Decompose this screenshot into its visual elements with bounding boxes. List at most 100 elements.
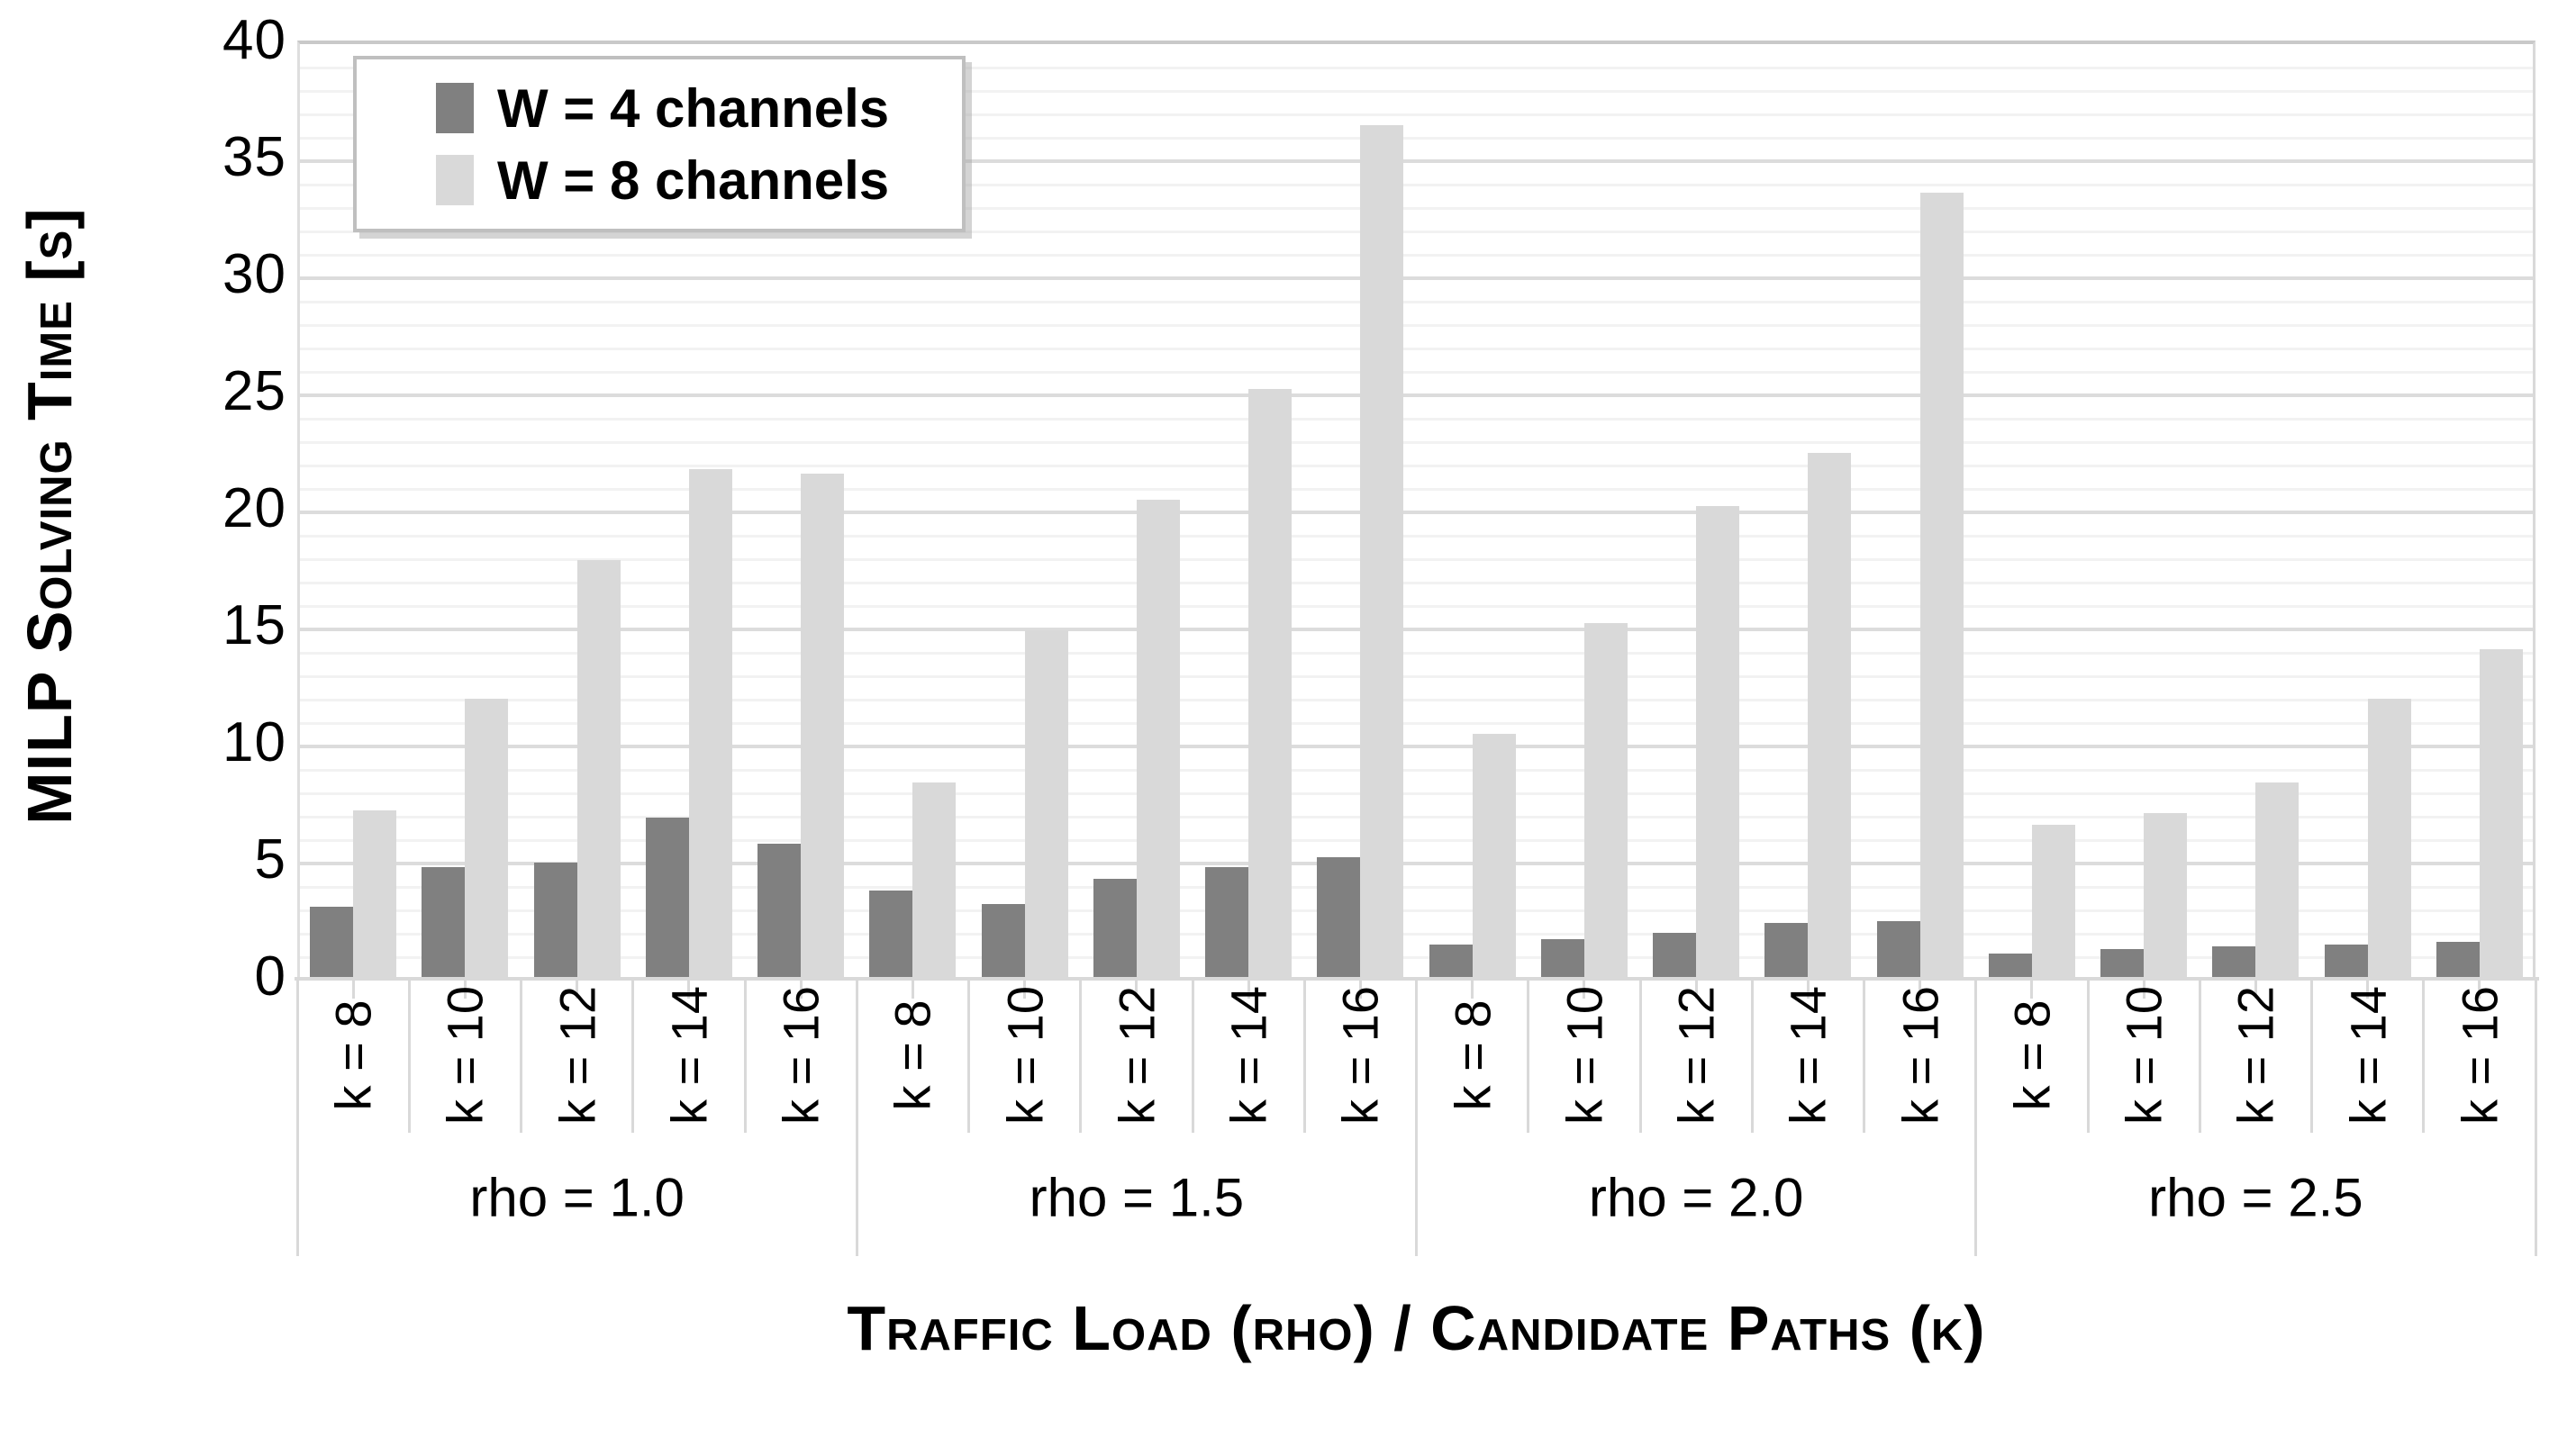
- w4-series-swatch-icon: [436, 83, 474, 133]
- slot-tick: [1247, 977, 1250, 999]
- group-label-rho: rho = 2.0: [1588, 1167, 1804, 1228]
- slot-tick: [2142, 977, 2145, 999]
- bar-w4-rho=2.0-k=10: [1540, 939, 1584, 977]
- bar-w4-rho=1.5-k=16: [1317, 857, 1361, 977]
- gridline-minor: [300, 816, 2533, 818]
- bar-w4-rho=1.0-k=8: [310, 907, 354, 977]
- gridline-minor: [300, 371, 2533, 374]
- x-tick-label-k: k = 8: [884, 999, 941, 1111]
- x-tick-label-k: k = 16: [1331, 985, 1389, 1126]
- bar-w8-rho=2.0-k=14: [1808, 452, 1852, 977]
- y-tick-label: 0: [254, 945, 286, 1008]
- gridline-minor: [300, 488, 2533, 491]
- gridline-major: [300, 862, 2533, 865]
- bar-w4-rho=2.0-k=12: [1653, 932, 1697, 977]
- gridline-minor: [300, 535, 2533, 538]
- x-tick-label-k: k = 12: [2227, 985, 2284, 1126]
- x-tick-label-k: k = 10: [996, 985, 1054, 1126]
- k-separator-line: [1302, 977, 1306, 1133]
- y-tick-label: 25: [222, 360, 286, 422]
- gridline-minor: [300, 792, 2533, 795]
- gridline-minor: [300, 348, 2533, 350]
- gridline-minor: [300, 886, 2533, 889]
- bar-w8-rho=2.5-k=12: [2255, 782, 2300, 977]
- gridline-minor: [300, 207, 2533, 210]
- bar-w8-rho=2.5-k=10: [2144, 813, 2188, 977]
- x-tick-label-k: k = 12: [1108, 985, 1166, 1126]
- k-separator-line: [2086, 977, 2090, 1133]
- slot-tick: [799, 977, 803, 999]
- legend-item: W = 8 channels: [436, 149, 962, 212]
- bar-w8-rho=2.5-k=14: [2367, 698, 2411, 977]
- bar-w4-rho=1.0-k=14: [645, 818, 689, 977]
- legend-label: W = 4 channels: [497, 77, 890, 139]
- y-tick-label: 10: [222, 711, 286, 773]
- bar-w8-rho=2.0-k=12: [1696, 506, 1740, 977]
- slot-tick: [1806, 977, 1810, 999]
- group-label-rho: rho = 1.5: [1029, 1167, 1245, 1228]
- slot-tick: [2254, 977, 2257, 999]
- plot-area: [297, 41, 2535, 977]
- bar-w8-rho=1.5-k=12: [1136, 499, 1180, 977]
- gridline-minor: [300, 441, 2533, 444]
- slot-tick: [1471, 977, 1474, 999]
- bar-w8-rho=1.0-k=16: [801, 474, 845, 977]
- y-tick-label: 35: [222, 126, 286, 188]
- w8-series-swatch-icon: [436, 155, 474, 205]
- gridline-major: [300, 745, 2533, 748]
- gridline-major: [300, 276, 2533, 280]
- x-tick-label-k: k = 16: [772, 985, 830, 1126]
- gridline-minor: [300, 90, 2533, 93]
- bar-w4-rho=2.5-k=10: [2100, 948, 2145, 977]
- slot-tick: [1135, 977, 1138, 999]
- k-separator-line: [631, 977, 635, 1133]
- slot-tick: [1583, 977, 1586, 999]
- gridline-minor: [300, 956, 2533, 959]
- x-tick-label-k: k = 14: [2339, 985, 2397, 1126]
- gridline-minor: [300, 558, 2533, 561]
- slot-tick: [2366, 977, 2370, 999]
- legend-label: W = 8 channels: [497, 149, 890, 211]
- k-separator-line: [1750, 977, 1754, 1133]
- y-tick-label: 40: [222, 9, 286, 71]
- x-tick-label-k: k = 14: [1220, 985, 1277, 1126]
- bar-w8-rho=2.5-k=8: [2031, 825, 2075, 977]
- bar-w4-rho=2.0-k=16: [1876, 920, 1920, 977]
- slot-tick: [1023, 977, 1027, 999]
- x-tick-label-k: k = 10: [1556, 985, 1613, 1126]
- gridline-minor: [300, 933, 2533, 936]
- x-tick-label-k: k = 12: [549, 985, 606, 1126]
- gridline-minor: [300, 301, 2533, 303]
- group-label-rho: rho = 2.5: [2148, 1167, 2363, 1228]
- legend: W = 4 channels W = 8 channels: [353, 56, 966, 232]
- bar-w4-rho=1.5-k=12: [1093, 878, 1137, 977]
- bar-w8-rho=1.5-k=16: [1360, 124, 1404, 977]
- gridline-major: [300, 393, 2533, 397]
- k-separator-line: [1191, 977, 1194, 1133]
- legend-item: W = 4 channels: [436, 77, 962, 140]
- slot-tick: [576, 977, 579, 999]
- gridline-minor: [300, 722, 2533, 725]
- group-separator-line: [1415, 977, 1418, 1256]
- k-separator-line: [967, 977, 970, 1133]
- y-tick-label: 15: [222, 594, 286, 656]
- bar-w4-rho=1.0-k=16: [757, 843, 802, 977]
- slot-tick: [687, 977, 691, 999]
- bar-w4-rho=1.0-k=12: [533, 862, 577, 977]
- bar-w8-rho=1.0-k=12: [576, 560, 621, 977]
- gridline-minor: [300, 839, 2533, 842]
- gridline-minor: [300, 909, 2533, 912]
- bar-w4-rho=2.5-k=12: [2212, 946, 2256, 977]
- gridline-minor: [300, 231, 2533, 233]
- gridline-minor: [300, 605, 2533, 608]
- x-tick-label-k: k = 14: [1779, 985, 1837, 1126]
- bar-w8-rho=1.5-k=14: [1248, 389, 1293, 977]
- gridline-major: [300, 511, 2533, 514]
- x-tick-label-k: k = 16: [2451, 985, 2508, 1126]
- slot-tick: [1694, 977, 1698, 999]
- gridline-minor: [300, 324, 2533, 327]
- slot-tick: [463, 977, 467, 999]
- bar-w8-rho=2.0-k=16: [1919, 193, 1964, 977]
- group-separator-line: [855, 977, 858, 1256]
